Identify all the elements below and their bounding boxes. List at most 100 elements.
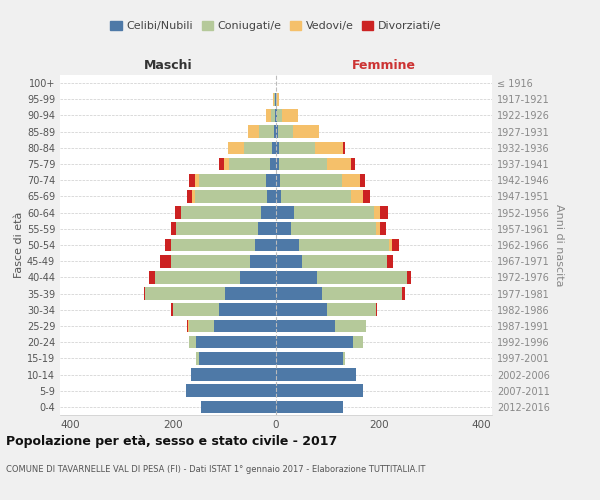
Bar: [272, 142, 276, 154]
Bar: [282, 109, 298, 122]
Bar: [196, 336, 276, 348]
Bar: [188, 320, 214, 332]
Bar: [258, 222, 276, 235]
Bar: [386, 255, 393, 268]
Bar: [149, 271, 155, 283]
Bar: [292, 222, 376, 235]
Bar: [389, 238, 392, 252]
Bar: [360, 174, 365, 186]
Bar: [276, 158, 278, 170]
Bar: [276, 400, 343, 413]
Bar: [199, 352, 276, 364]
Bar: [276, 142, 278, 154]
Bar: [322, 288, 402, 300]
Y-axis label: Anni di nascita: Anni di nascita: [554, 204, 563, 286]
Bar: [335, 320, 366, 332]
Bar: [276, 93, 277, 106]
Bar: [328, 304, 376, 316]
Bar: [229, 158, 270, 170]
Bar: [175, 206, 181, 219]
Bar: [260, 206, 276, 219]
Bar: [342, 174, 360, 186]
Bar: [250, 255, 276, 268]
Bar: [228, 142, 244, 154]
Bar: [276, 174, 280, 186]
Bar: [276, 222, 292, 235]
Bar: [274, 93, 275, 106]
Bar: [192, 190, 195, 202]
Bar: [278, 126, 293, 138]
Bar: [275, 109, 276, 122]
Bar: [244, 142, 272, 154]
Bar: [188, 336, 196, 348]
Bar: [266, 174, 276, 186]
Bar: [276, 320, 335, 332]
Bar: [392, 238, 400, 252]
Bar: [224, 288, 276, 300]
Bar: [350, 158, 355, 170]
Bar: [160, 255, 170, 268]
Bar: [328, 158, 350, 170]
Text: Maschi: Maschi: [143, 59, 193, 72]
Bar: [376, 222, 380, 235]
Bar: [407, 271, 411, 283]
Bar: [281, 190, 350, 202]
Bar: [276, 384, 364, 397]
Bar: [188, 174, 195, 186]
Bar: [144, 288, 145, 300]
Bar: [270, 158, 276, 170]
Bar: [267, 190, 276, 202]
Bar: [299, 238, 389, 252]
Bar: [364, 190, 370, 202]
Bar: [181, 206, 260, 219]
Bar: [276, 352, 343, 364]
Bar: [248, 126, 259, 138]
Bar: [155, 271, 240, 283]
Bar: [199, 174, 266, 186]
Bar: [276, 255, 302, 268]
Bar: [302, 255, 386, 268]
Bar: [380, 206, 388, 219]
Bar: [271, 109, 275, 122]
Bar: [214, 320, 276, 332]
Bar: [173, 304, 220, 316]
Bar: [195, 190, 267, 202]
Bar: [276, 271, 317, 283]
Y-axis label: Fasce di età: Fasce di età: [14, 212, 24, 278]
Bar: [220, 158, 224, 170]
Bar: [376, 304, 377, 316]
Bar: [145, 288, 224, 300]
Legend: Celibi/Nubili, Coniugati/e, Vedovi/e, Divorziati/e: Celibi/Nubili, Coniugati/e, Vedovi/e, Di…: [106, 16, 446, 36]
Bar: [187, 320, 188, 332]
Bar: [276, 126, 278, 138]
Bar: [176, 222, 258, 235]
Bar: [276, 336, 353, 348]
Bar: [280, 174, 342, 186]
Bar: [240, 271, 276, 283]
Bar: [353, 336, 364, 348]
Bar: [276, 206, 294, 219]
Bar: [343, 352, 346, 364]
Bar: [195, 174, 199, 186]
Bar: [259, 126, 274, 138]
Bar: [202, 400, 276, 413]
Bar: [314, 142, 343, 154]
Bar: [170, 222, 176, 235]
Bar: [276, 190, 281, 202]
Text: Popolazione per età, sesso e stato civile - 2017: Popolazione per età, sesso e stato civil…: [6, 435, 337, 448]
Bar: [343, 142, 346, 154]
Bar: [278, 142, 314, 154]
Bar: [196, 352, 199, 364]
Bar: [374, 206, 380, 219]
Bar: [274, 126, 276, 138]
Bar: [256, 238, 276, 252]
Bar: [170, 304, 173, 316]
Bar: [294, 206, 374, 219]
Bar: [317, 271, 407, 283]
Bar: [170, 238, 256, 252]
Bar: [380, 222, 386, 235]
Bar: [266, 109, 271, 122]
Bar: [276, 304, 328, 316]
Text: Femmine: Femmine: [352, 59, 416, 72]
Bar: [276, 109, 277, 122]
